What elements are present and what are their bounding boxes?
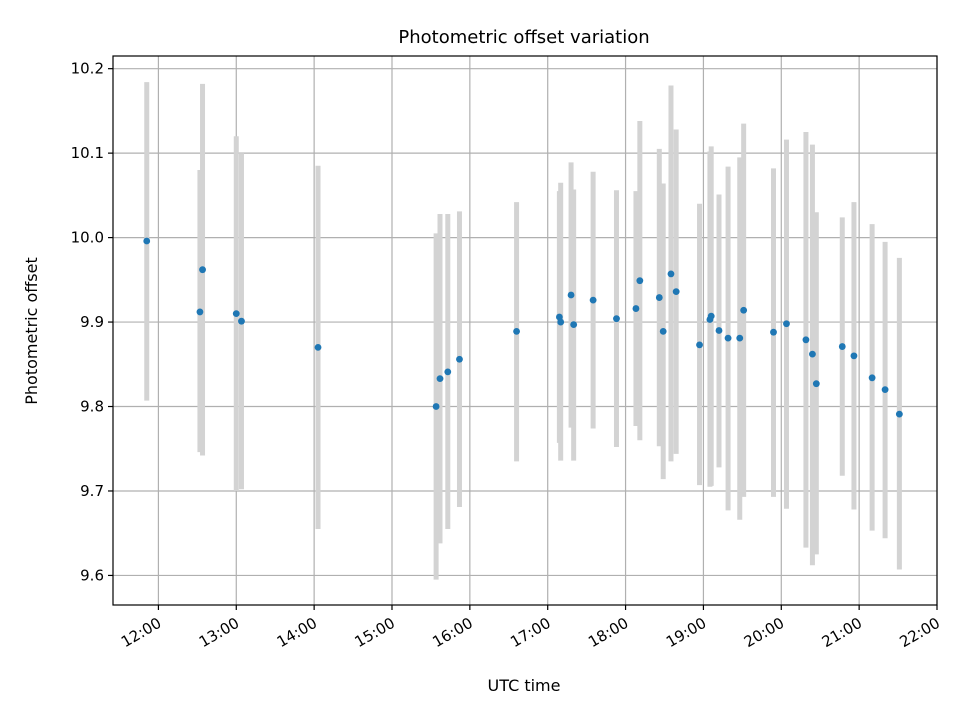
data-point [143,237,151,245]
y-tick-label: 9.9 [80,313,104,331]
data-point [632,305,640,312]
data-point [636,277,644,285]
plot-frame [112,55,938,606]
data-point [696,341,703,349]
data-point [432,403,440,410]
y-tick-label: 9.7 [80,482,104,500]
data-point [667,270,675,278]
data-point [812,380,820,388]
data-point [314,343,322,351]
data-point [895,410,903,418]
data-point [715,327,723,334]
data-point [724,334,732,342]
data-point [659,327,667,335]
chart-title: Photometric offset variation [398,27,649,48]
data-point [809,350,816,358]
data-point [868,374,876,382]
data-point [850,352,858,360]
data-point [456,355,463,363]
y-tick-label: 10.0 [71,229,104,247]
y-tick-label: 10.2 [71,60,104,78]
y-axis-label: Photometric offset [22,257,41,405]
data-point [672,288,680,296]
data-point [436,375,444,383]
data-point [238,317,245,325]
data-point [707,312,715,320]
data-point [613,315,620,323]
data-point [513,327,520,335]
data-point [770,328,777,336]
y-tick-label: 9.8 [80,398,104,416]
data-point [881,386,889,394]
data-point [557,318,565,326]
data-point [444,368,452,376]
data-point [736,334,744,342]
data-point [567,291,575,299]
data-point [570,321,578,328]
data-points [143,237,903,418]
data-point [838,343,846,350]
data-point [196,308,204,316]
x-axis-label: UTC time [488,676,561,695]
data-point [802,336,810,344]
data-point [783,320,790,328]
y-tick-label: 10.1 [71,144,104,162]
data-point [740,306,748,314]
data-point [655,294,663,301]
y-tick-label: 9.6 [80,566,104,584]
data-point [589,296,597,304]
data-point [199,266,206,274]
data-point [232,310,240,318]
